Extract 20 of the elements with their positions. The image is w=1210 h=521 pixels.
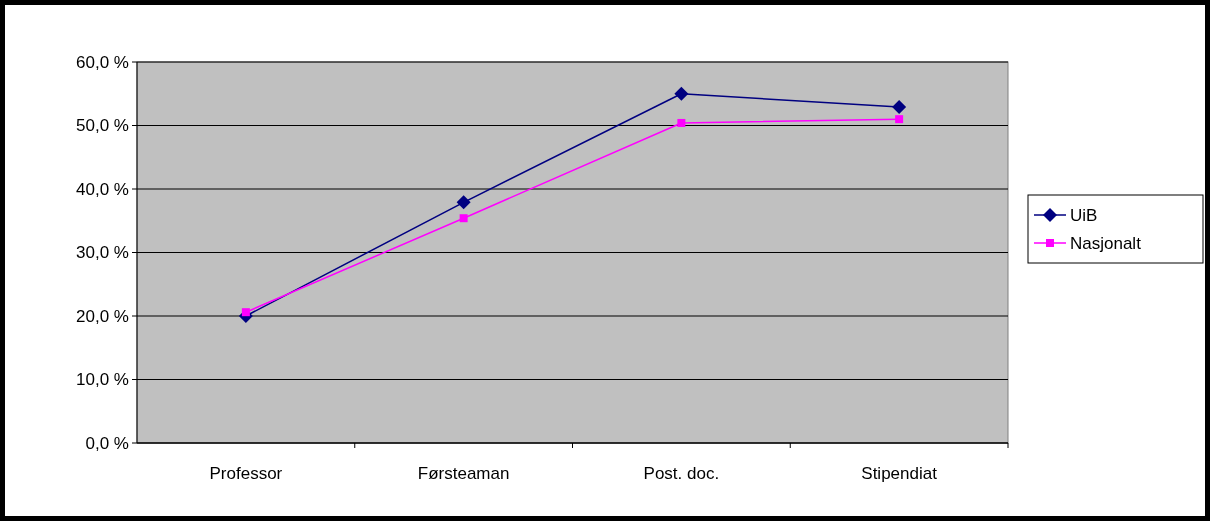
y-tick-label: 0,0 % xyxy=(85,433,129,453)
x-tick-label: Stipendiat xyxy=(861,464,938,483)
x-tick-label: Professor xyxy=(209,464,283,483)
x-tick-label: Post. doc. xyxy=(643,464,720,483)
x-tick-label: Førsteaman xyxy=(417,464,510,483)
point xyxy=(895,115,904,124)
point xyxy=(456,195,471,210)
point xyxy=(459,214,468,223)
legend-label: UiB xyxy=(1070,205,1098,225)
y-tick-label: 60,0 % xyxy=(76,52,129,72)
point xyxy=(892,100,907,115)
y-tick-label: 40,0 % xyxy=(76,179,129,199)
point xyxy=(241,308,250,317)
y-tick-label: 10,0 % xyxy=(76,370,129,390)
y-tick-label: 20,0 % xyxy=(76,306,129,326)
y-tick-label: 30,0 % xyxy=(76,243,129,263)
point xyxy=(674,86,689,101)
legend-label: Nasjonalt xyxy=(1070,233,1142,253)
point xyxy=(677,118,686,127)
y-tick-label: 50,0 % xyxy=(76,116,129,136)
